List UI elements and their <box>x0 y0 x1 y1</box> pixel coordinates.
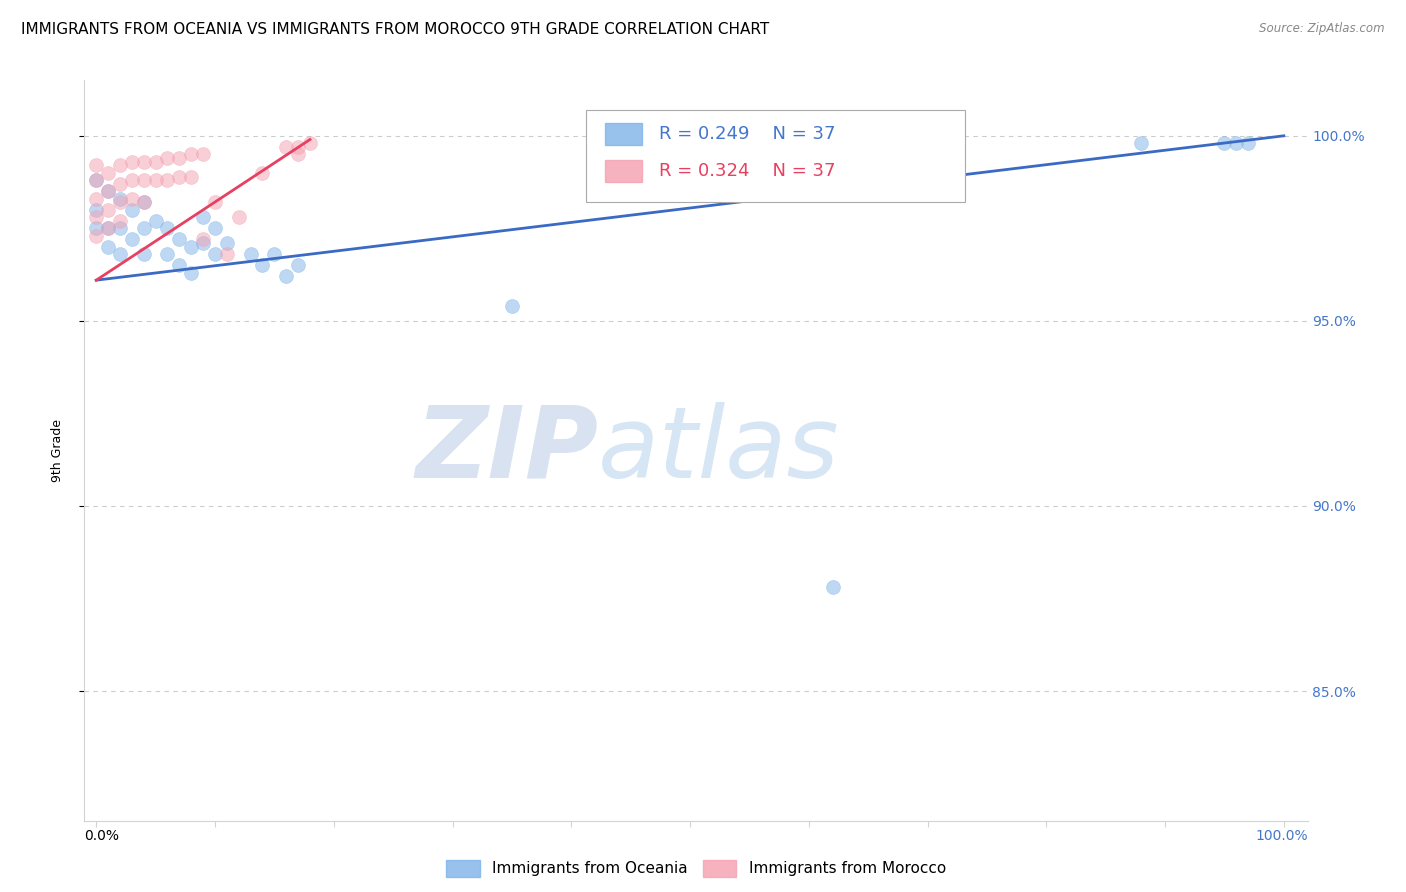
Point <box>84 173 107 187</box>
Text: ZIP: ZIP <box>415 402 598 499</box>
Point <box>156 173 179 187</box>
Point <box>97 221 120 235</box>
Point <box>108 195 131 210</box>
Point <box>84 221 107 235</box>
Point <box>239 247 262 261</box>
Point <box>84 228 107 243</box>
Point <box>204 247 226 261</box>
Text: R = 0.249    N = 37: R = 0.249 N = 37 <box>659 126 835 144</box>
Point <box>276 140 298 154</box>
FancyBboxPatch shape <box>606 123 643 145</box>
Point <box>180 266 202 280</box>
FancyBboxPatch shape <box>606 161 643 183</box>
Point <box>97 184 120 198</box>
Point <box>108 221 131 235</box>
Point <box>145 154 167 169</box>
Point <box>1225 136 1247 151</box>
Text: Source: ZipAtlas.com: Source: ZipAtlas.com <box>1260 22 1385 36</box>
Point <box>132 195 155 210</box>
Point <box>84 202 107 217</box>
Point <box>204 195 226 210</box>
Text: R = 0.324    N = 37: R = 0.324 N = 37 <box>659 162 835 180</box>
Point <box>1213 136 1236 151</box>
Point <box>132 195 155 210</box>
Point <box>287 258 309 272</box>
Point <box>215 247 238 261</box>
Point <box>252 258 274 272</box>
Point <box>204 221 226 235</box>
Point <box>121 154 143 169</box>
Text: IMMIGRANTS FROM OCEANIA VS IMMIGRANTS FROM MOROCCO 9TH GRADE CORRELATION CHART: IMMIGRANTS FROM OCEANIA VS IMMIGRANTS FR… <box>21 22 769 37</box>
Point <box>287 147 309 161</box>
Point <box>108 247 131 261</box>
Point <box>298 136 321 151</box>
Point <box>121 192 143 206</box>
Point <box>191 147 214 161</box>
Point <box>228 211 250 225</box>
Point <box>180 147 202 161</box>
Point <box>215 236 238 251</box>
Point <box>97 184 120 198</box>
Point <box>132 247 155 261</box>
Point <box>191 236 214 251</box>
Point <box>145 214 167 228</box>
Point <box>180 240 202 254</box>
Point <box>263 247 285 261</box>
Point <box>169 169 191 184</box>
Point <box>1130 136 1153 151</box>
Point <box>1237 136 1260 151</box>
Point <box>169 258 191 272</box>
Point <box>180 169 202 184</box>
Point <box>156 151 179 165</box>
Y-axis label: 9th Grade: 9th Grade <box>51 419 63 482</box>
Point <box>121 173 143 187</box>
Point <box>84 173 107 187</box>
Point <box>156 247 179 261</box>
Point <box>97 240 120 254</box>
Point <box>84 158 107 172</box>
Point <box>132 173 155 187</box>
Point <box>169 151 191 165</box>
Point <box>821 581 844 595</box>
Point <box>132 221 155 235</box>
Point <box>191 211 214 225</box>
Point <box>276 269 298 284</box>
Point <box>252 166 274 180</box>
Point <box>501 299 523 313</box>
Text: atlas: atlas <box>598 402 839 499</box>
Point <box>145 173 167 187</box>
Legend: Immigrants from Oceania, Immigrants from Morocco: Immigrants from Oceania, Immigrants from… <box>440 854 952 883</box>
Text: 0.0%: 0.0% <box>84 829 120 843</box>
Point <box>191 232 214 246</box>
Point <box>121 232 143 246</box>
Point <box>97 166 120 180</box>
Point <box>169 232 191 246</box>
Point <box>84 211 107 225</box>
Point <box>108 158 131 172</box>
FancyBboxPatch shape <box>586 110 965 202</box>
Point <box>156 221 179 235</box>
Point <box>287 140 309 154</box>
Point <box>108 177 131 191</box>
Point <box>132 154 155 169</box>
Point <box>108 192 131 206</box>
Point <box>97 221 120 235</box>
Text: 100.0%: 100.0% <box>1256 829 1308 843</box>
Point <box>121 202 143 217</box>
Point <box>108 214 131 228</box>
Point <box>97 202 120 217</box>
Point <box>84 192 107 206</box>
